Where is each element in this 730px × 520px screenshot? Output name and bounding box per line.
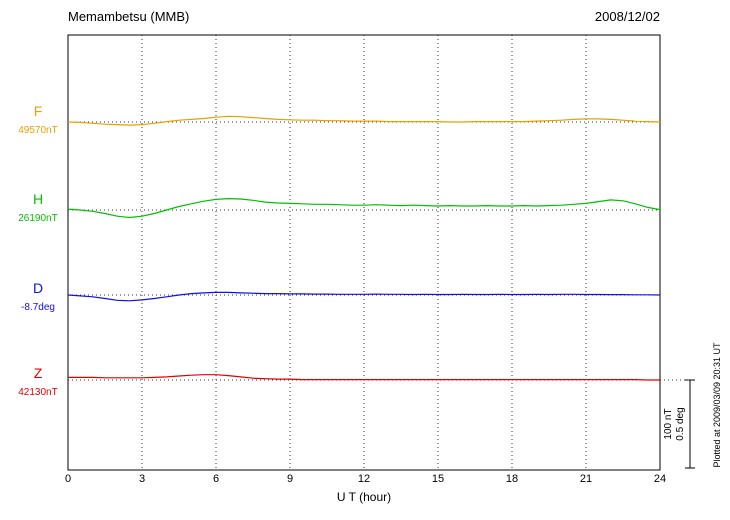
- trace-H: [67, 197, 661, 219]
- trace-F: [67, 115, 661, 126]
- series-letter-F: F: [33, 103, 43, 119]
- x-tick-label-9: 9: [286, 473, 294, 485]
- series-letter-D: D: [32, 280, 44, 296]
- scale-deg-label: 0.5 deg: [675, 407, 686, 441]
- scale-bar-labels: 100 nT 0.5 deg: [663, 394, 687, 454]
- x-tick-label-3: 3: [138, 473, 146, 485]
- trace-D: [67, 291, 661, 302]
- x-tick-label-12: 12: [357, 473, 371, 485]
- x-axis-label: U T (hour): [336, 490, 392, 504]
- plot-border: [67, 34, 661, 471]
- series-baseline-F: 49570nT: [18, 125, 58, 136]
- x-tick-label-18: 18: [505, 473, 519, 485]
- series-label-D: D -8.7deg: [12, 281, 64, 313]
- x-tick-label-0: 0: [64, 473, 72, 485]
- x-tick-label-6: 6: [212, 473, 220, 485]
- trace-Z: [68, 374, 660, 381]
- station-title: Memambetsu (MMB): [68, 9, 190, 24]
- series-baseline-D: -8.7deg: [21, 302, 55, 313]
- x-tick-label-21: 21: [579, 473, 593, 485]
- plotted-at-note: Plotted at 2009/03/09 20:31 UT: [712, 342, 722, 468]
- series-letter-H: H: [32, 191, 44, 207]
- series-label-F: F 49570nT: [12, 104, 64, 136]
- scale-nt-label: 100 nT: [663, 408, 674, 440]
- x-tick-label-24: 24: [653, 473, 667, 485]
- date-label: 2008/12/02: [594, 9, 660, 24]
- x-tick-label-15: 15: [431, 473, 445, 485]
- series-baseline-H: 26190nT: [18, 213, 58, 224]
- series-baseline-Z: 42130nT: [18, 387, 58, 398]
- series-letter-Z: Z: [33, 365, 43, 381]
- series-label-Z: Z 42130nT: [12, 366, 64, 398]
- series-label-H: H 26190nT: [12, 192, 64, 224]
